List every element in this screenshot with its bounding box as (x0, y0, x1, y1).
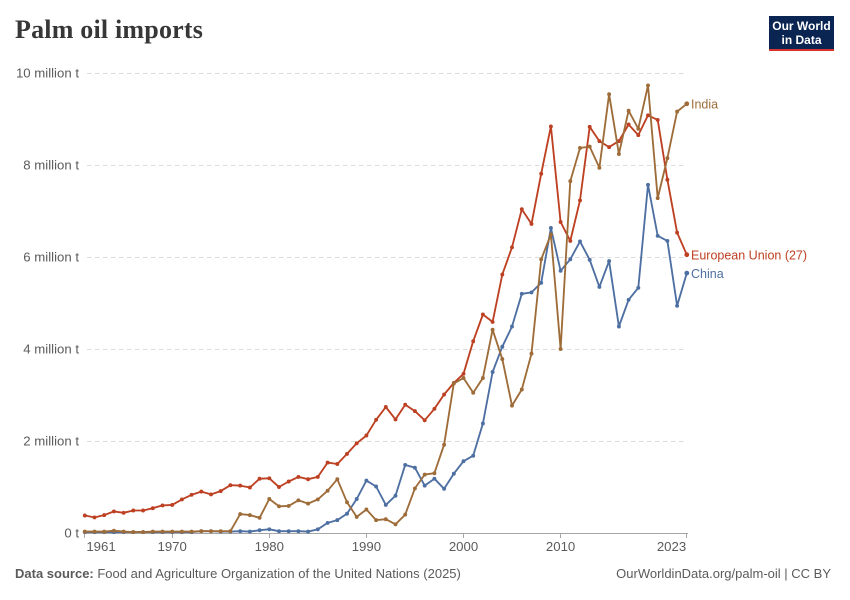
svg-text:4 million t: 4 million t (23, 342, 79, 357)
svg-text:6 million t: 6 million t (23, 250, 79, 265)
svg-text:0 t: 0 t (64, 526, 79, 541)
svg-text:India: India (691, 98, 718, 112)
svg-text:2 million t: 2 million t (23, 434, 79, 449)
svg-text:1980: 1980 (255, 539, 284, 554)
svg-text:2000: 2000 (449, 539, 478, 554)
svg-text:1961: 1961 (86, 539, 115, 554)
svg-text:China: China (691, 267, 724, 281)
svg-text:1990: 1990 (352, 539, 381, 554)
svg-text:2023: 2023 (657, 539, 686, 554)
svg-text:8 million t: 8 million t (23, 158, 79, 173)
svg-text:1970: 1970 (158, 539, 187, 554)
svg-text:10 million t: 10 million t (16, 66, 79, 81)
svg-text:2010: 2010 (546, 539, 575, 554)
svg-text:European Union (27): European Union (27) (691, 249, 807, 263)
